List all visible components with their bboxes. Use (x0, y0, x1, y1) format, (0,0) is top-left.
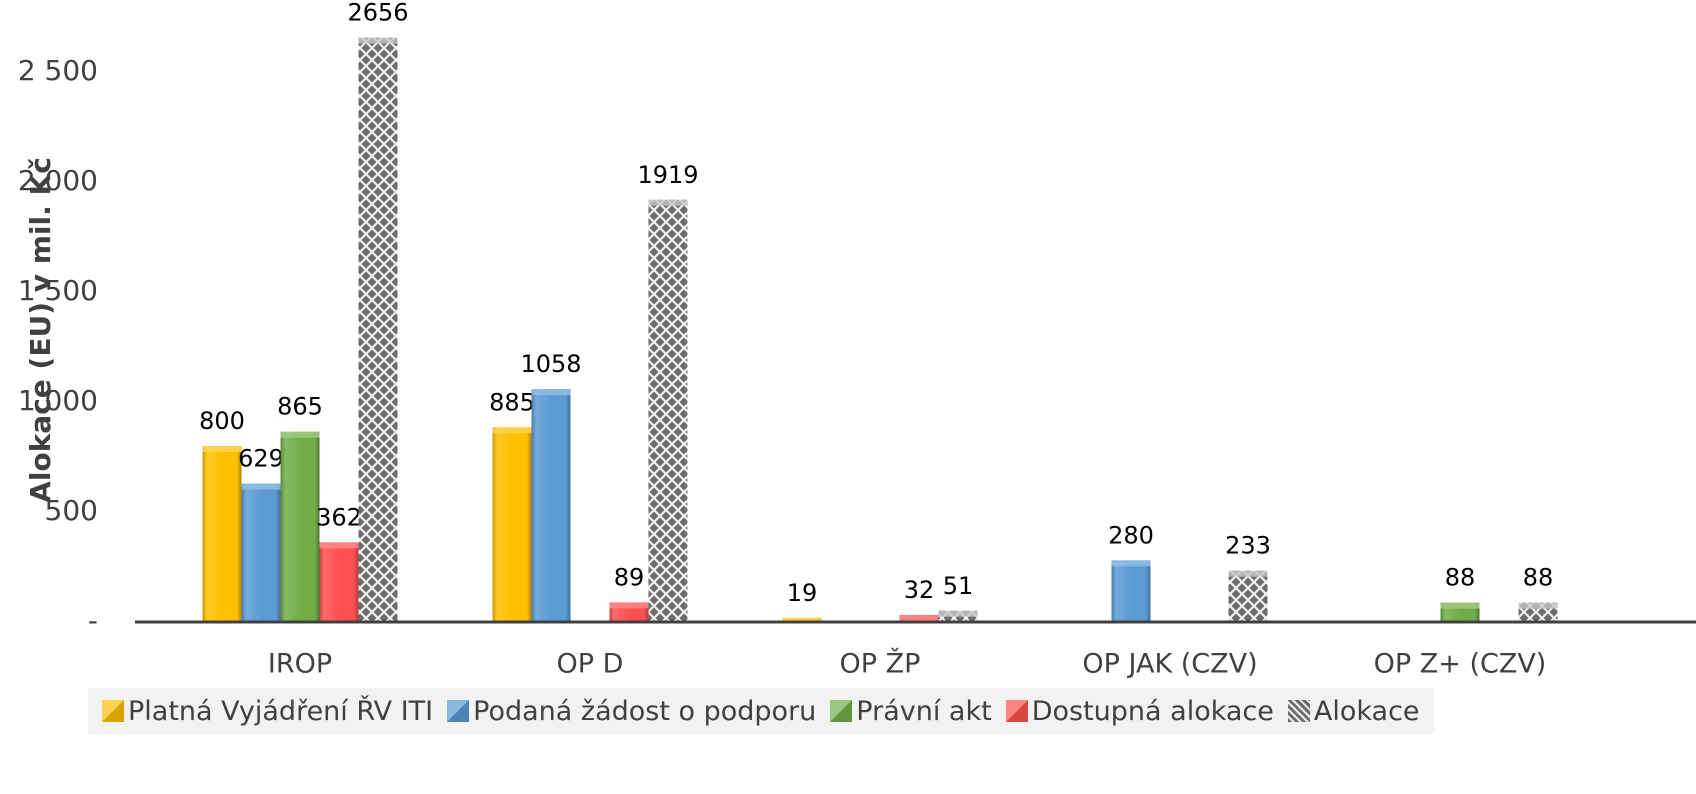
legend-item: Podaná žádost o podporu (447, 696, 816, 727)
y-tick-label: 1 000 (18, 384, 98, 417)
y-tick-label: 2 000 (18, 164, 98, 197)
legend-item: Platná Vyjádření ŘV ITI (102, 696, 433, 727)
bar (358, 37, 398, 622)
data-label: 1058 (520, 350, 581, 378)
data-label: 233 (1225, 532, 1271, 560)
bar (319, 542, 359, 622)
legend-swatch (1005, 700, 1028, 722)
legend-label: Dostupná alokace (1031, 695, 1274, 727)
bar-top (241, 483, 281, 490)
bar-top (782, 617, 822, 622)
y-tick-label: - (88, 604, 98, 637)
data-label: 280 (1108, 521, 1154, 549)
bar (1111, 560, 1151, 622)
data-label: 88 (1523, 564, 1554, 592)
legend-label: Alokace (1313, 695, 1420, 727)
data-label: 362 (316, 503, 362, 531)
bar-top (938, 610, 978, 617)
bar-top (609, 602, 649, 609)
bar-top (319, 542, 359, 549)
bar-top (202, 445, 242, 452)
bar (280, 431, 320, 622)
legend-item: Právní akt (830, 695, 992, 727)
bar (648, 199, 688, 622)
legend-label: Právní akt (856, 695, 992, 727)
bar-top (531, 389, 571, 396)
x-tick-label: OP Z+ (CZV) (1374, 649, 1547, 680)
x-tick-label: IROP (268, 649, 332, 680)
data-label: 51 (943, 572, 974, 600)
bar (1228, 570, 1268, 622)
bar-top (358, 37, 398, 44)
bar-top (1440, 602, 1480, 609)
bar-top (1228, 570, 1268, 577)
bar (241, 483, 281, 622)
bar-top (1518, 602, 1558, 609)
y-axis-label: Alokace (EU) v mil. Kč (24, 157, 57, 503)
legend-item: Dostupná alokace (1005, 695, 1274, 727)
bar-top (648, 199, 688, 206)
y-tick-label: 2 500 (18, 54, 98, 87)
data-label: 629 (238, 445, 284, 473)
x-tick-label: OP D (557, 649, 624, 680)
data-label: 865 (277, 393, 323, 421)
data-label: 88 (1445, 564, 1476, 592)
legend-label: Platná Vyjádření ŘV ITI (128, 695, 434, 727)
legend-swatch (102, 700, 124, 722)
data-label: 19 (787, 579, 818, 607)
bar (202, 445, 242, 622)
bar (531, 389, 571, 622)
data-label: 800 (199, 407, 245, 435)
legend-item: Alokace (1287, 695, 1420, 727)
legend-swatch (447, 700, 470, 722)
y-tick-label: 1 500 (18, 274, 98, 307)
data-label: 2656 (347, 0, 408, 27)
x-tick-label: OP ŽP (840, 648, 921, 680)
bar-top (899, 614, 939, 621)
legend-swatch (1287, 700, 1310, 722)
legend: Platná Vyjádření ŘV ITI Podaná žádost o p… (88, 688, 1434, 734)
legend-swatch (830, 700, 853, 722)
legend-label: Podaná žádost o podporu (473, 695, 817, 727)
data-label: 32 (904, 576, 935, 604)
data-label: 89 (614, 563, 645, 591)
y-tick-label: 500 (45, 494, 98, 527)
bar-top (492, 427, 532, 434)
bar (492, 427, 532, 622)
data-label: 885 (489, 388, 535, 416)
data-label: 1919 (637, 161, 698, 189)
x-tick-label: OP JAK (CZV) (1082, 649, 1257, 680)
bar-top (280, 431, 320, 438)
bar-top (1111, 560, 1151, 567)
